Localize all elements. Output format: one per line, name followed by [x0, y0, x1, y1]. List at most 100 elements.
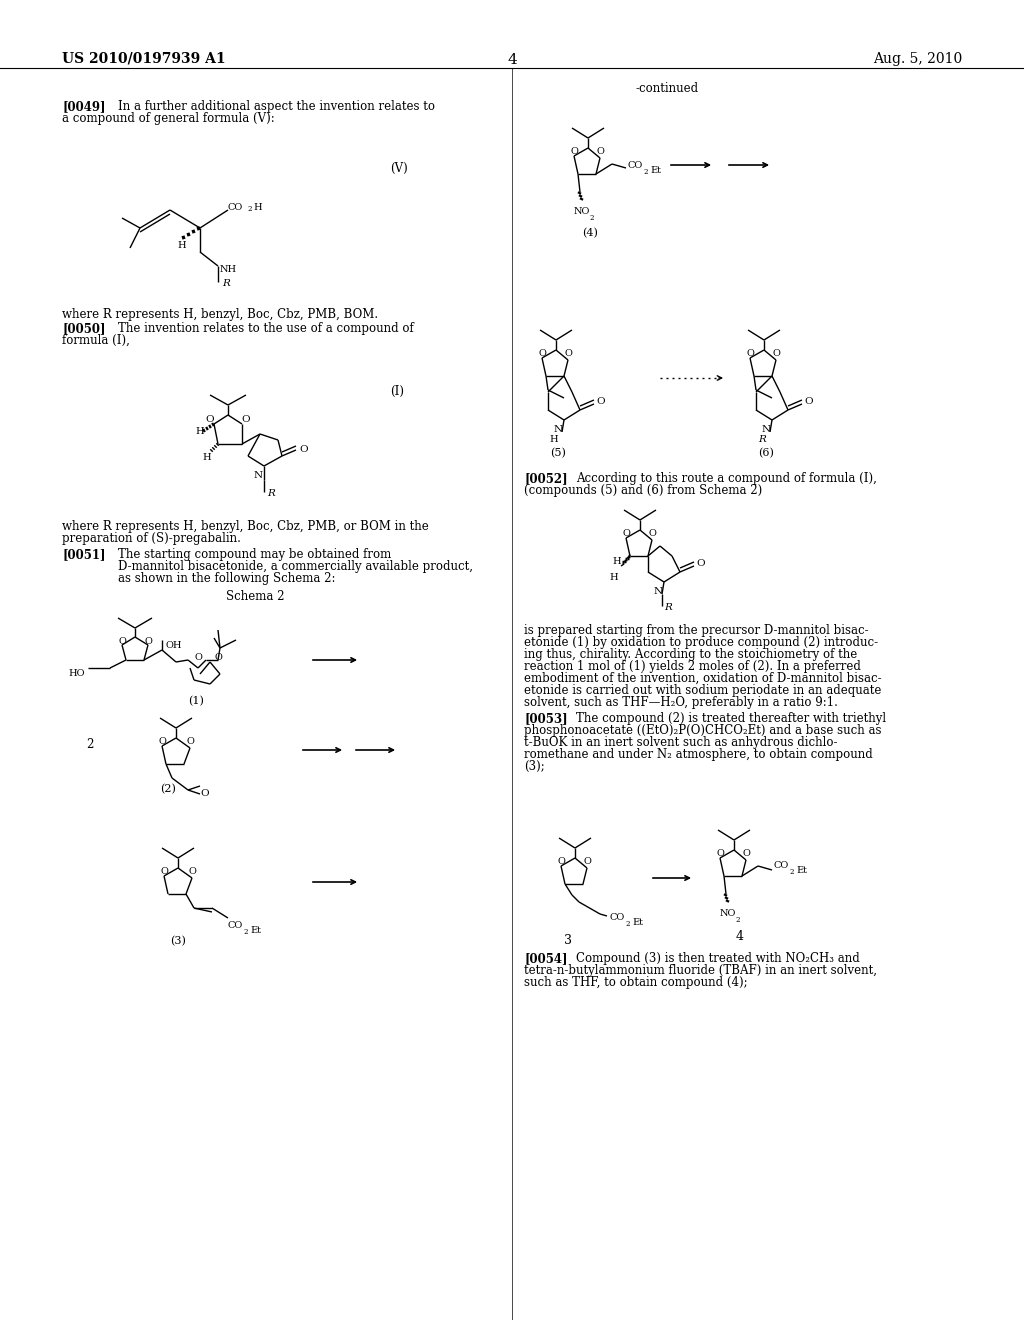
Text: 2: 2	[790, 869, 795, 876]
Text: [0053]: [0053]	[524, 711, 567, 725]
Text: O: O	[538, 350, 546, 359]
Text: a compound of general formula (V):: a compound of general formula (V):	[62, 112, 274, 125]
Text: tetra-n-butylammonium fluoride (TBAF) in an inert solvent,: tetra-n-butylammonium fluoride (TBAF) in…	[524, 964, 877, 977]
Text: CO: CO	[774, 862, 790, 870]
Text: (4): (4)	[582, 228, 598, 239]
Text: CO: CO	[628, 161, 643, 170]
Text: (2): (2)	[160, 784, 176, 795]
Text: O: O	[186, 738, 194, 747]
Text: 3: 3	[564, 935, 572, 946]
Text: Aug. 5, 2010: Aug. 5, 2010	[872, 51, 962, 66]
Text: US 2010/0197939 A1: US 2010/0197939 A1	[62, 51, 225, 66]
Text: [0049]: [0049]	[62, 100, 105, 114]
Text: O: O	[696, 560, 705, 569]
Text: O: O	[804, 397, 813, 407]
Text: Et: Et	[796, 866, 807, 875]
Text: where R represents H, benzyl, Boc, Cbz, PMB, or BOM in the: where R represents H, benzyl, Boc, Cbz, …	[62, 520, 429, 533]
Text: such as THF, to obtain compound (4);: such as THF, to obtain compound (4);	[524, 975, 748, 989]
Text: The compound (2) is treated thereafter with triethyl: The compound (2) is treated thereafter w…	[575, 711, 886, 725]
Text: solvent, such as THF—H₂O, preferably in a ratio 9:1.: solvent, such as THF—H₂O, preferably in …	[524, 696, 838, 709]
Text: [0052]: [0052]	[524, 473, 567, 484]
Text: R: R	[758, 436, 766, 445]
Text: 2: 2	[589, 214, 594, 222]
Text: N: N	[253, 471, 262, 480]
Text: formula (I),: formula (I),	[62, 334, 130, 347]
Text: [0050]: [0050]	[62, 322, 105, 335]
Text: 4: 4	[736, 931, 744, 942]
Text: 2: 2	[86, 738, 93, 751]
Text: O: O	[188, 867, 196, 876]
Text: O: O	[622, 529, 630, 539]
Text: -continued: -continued	[636, 82, 699, 95]
Text: (I): (I)	[390, 385, 404, 399]
Text: O: O	[746, 350, 754, 359]
Text: O: O	[648, 529, 656, 539]
Text: According to this route a compound of formula (I),: According to this route a compound of fo…	[575, 473, 877, 484]
Text: O: O	[200, 788, 209, 797]
Text: reaction 1 mol of (1) yields 2 moles of (2). In a preferred: reaction 1 mol of (1) yields 2 moles of …	[524, 660, 861, 673]
Text: O: O	[583, 858, 591, 866]
Text: CO: CO	[228, 202, 244, 211]
Text: etonide (1) by oxidation to produce compound (2) introduc-: etonide (1) by oxidation to produce comp…	[524, 636, 879, 649]
Text: H: H	[253, 202, 261, 211]
Text: H: H	[550, 436, 558, 445]
Text: 2: 2	[247, 205, 252, 213]
Text: N: N	[653, 587, 663, 597]
Text: (1): (1)	[188, 696, 204, 706]
Text: R: R	[222, 280, 229, 289]
Text: 4: 4	[507, 53, 517, 67]
Text: R: R	[267, 490, 274, 499]
Text: CO: CO	[228, 921, 244, 931]
Text: Et: Et	[250, 927, 261, 935]
Text: where R represents H, benzyl, Boc, Cbz, PMB, BOM.: where R represents H, benzyl, Boc, Cbz, …	[62, 308, 378, 321]
Text: O: O	[772, 350, 780, 359]
Text: OH: OH	[165, 640, 181, 649]
Text: 2: 2	[735, 916, 739, 924]
Text: The starting compound may be obtained from: The starting compound may be obtained fr…	[118, 548, 391, 561]
Text: O: O	[118, 638, 126, 647]
Text: 2: 2	[244, 928, 249, 936]
Text: O: O	[564, 350, 572, 359]
Text: O: O	[570, 148, 578, 157]
Text: 2: 2	[626, 920, 631, 928]
Text: H: H	[178, 242, 186, 251]
Text: O: O	[742, 850, 750, 858]
Text: NH: NH	[220, 264, 238, 273]
Text: O: O	[160, 867, 168, 876]
Text: H: H	[612, 557, 622, 566]
Text: 2: 2	[644, 168, 648, 176]
Text: N: N	[762, 425, 771, 434]
Text: Et: Et	[650, 166, 662, 176]
Text: N: N	[553, 425, 562, 434]
Text: O: O	[206, 416, 214, 425]
Text: R: R	[664, 603, 672, 612]
Text: (3): (3)	[170, 936, 186, 946]
Text: H: H	[196, 428, 205, 437]
Text: (compounds (5) and (6) from Schema 2): (compounds (5) and (6) from Schema 2)	[524, 484, 762, 498]
Text: t-BuOK in an inert solvent such as anhydrous dichlo-: t-BuOK in an inert solvent such as anhyd…	[524, 737, 838, 748]
Text: O: O	[299, 445, 307, 454]
Text: [0051]: [0051]	[62, 548, 105, 561]
Text: romethane and under N₂ atmosphere, to obtain compound: romethane and under N₂ atmosphere, to ob…	[524, 748, 872, 762]
Text: Schema 2: Schema 2	[226, 590, 285, 603]
Text: etonide is carried out with sodium periodate in an adequate: etonide is carried out with sodium perio…	[524, 684, 882, 697]
Text: ing thus, chirality. According to the stoichiometry of the: ing thus, chirality. According to the st…	[524, 648, 857, 661]
Text: The invention relates to the use of a compound of: The invention relates to the use of a co…	[118, 322, 414, 335]
Text: (5): (5)	[550, 447, 566, 458]
Text: H: H	[203, 454, 211, 462]
Text: NO: NO	[720, 909, 736, 919]
Text: O: O	[596, 397, 604, 407]
Text: (3);: (3);	[524, 760, 545, 774]
Text: O: O	[716, 850, 724, 858]
Text: Compound (3) is then treated with NO₂CH₃ and: Compound (3) is then treated with NO₂CH₃…	[575, 952, 860, 965]
Text: O: O	[144, 638, 152, 647]
Text: is prepared starting from the precursor D-mannitol bisac-: is prepared starting from the precursor …	[524, 624, 868, 638]
Text: O: O	[242, 416, 250, 425]
Text: preparation of (S)-pregabalin.: preparation of (S)-pregabalin.	[62, 532, 241, 545]
Text: phosphonoacetate ((EtO)₂P(O)CHCO₂Et) and a base such as: phosphonoacetate ((EtO)₂P(O)CHCO₂Et) and…	[524, 723, 882, 737]
Text: embodiment of the invention, oxidation of D-mannitol bisac-: embodiment of the invention, oxidation o…	[524, 672, 882, 685]
Text: O: O	[158, 738, 166, 747]
Text: as shown in the following Schema 2:: as shown in the following Schema 2:	[118, 572, 336, 585]
Text: CO: CO	[610, 913, 626, 923]
Text: D-mannitol bisacetonide, a commercially available product,: D-mannitol bisacetonide, a commercially …	[118, 560, 473, 573]
